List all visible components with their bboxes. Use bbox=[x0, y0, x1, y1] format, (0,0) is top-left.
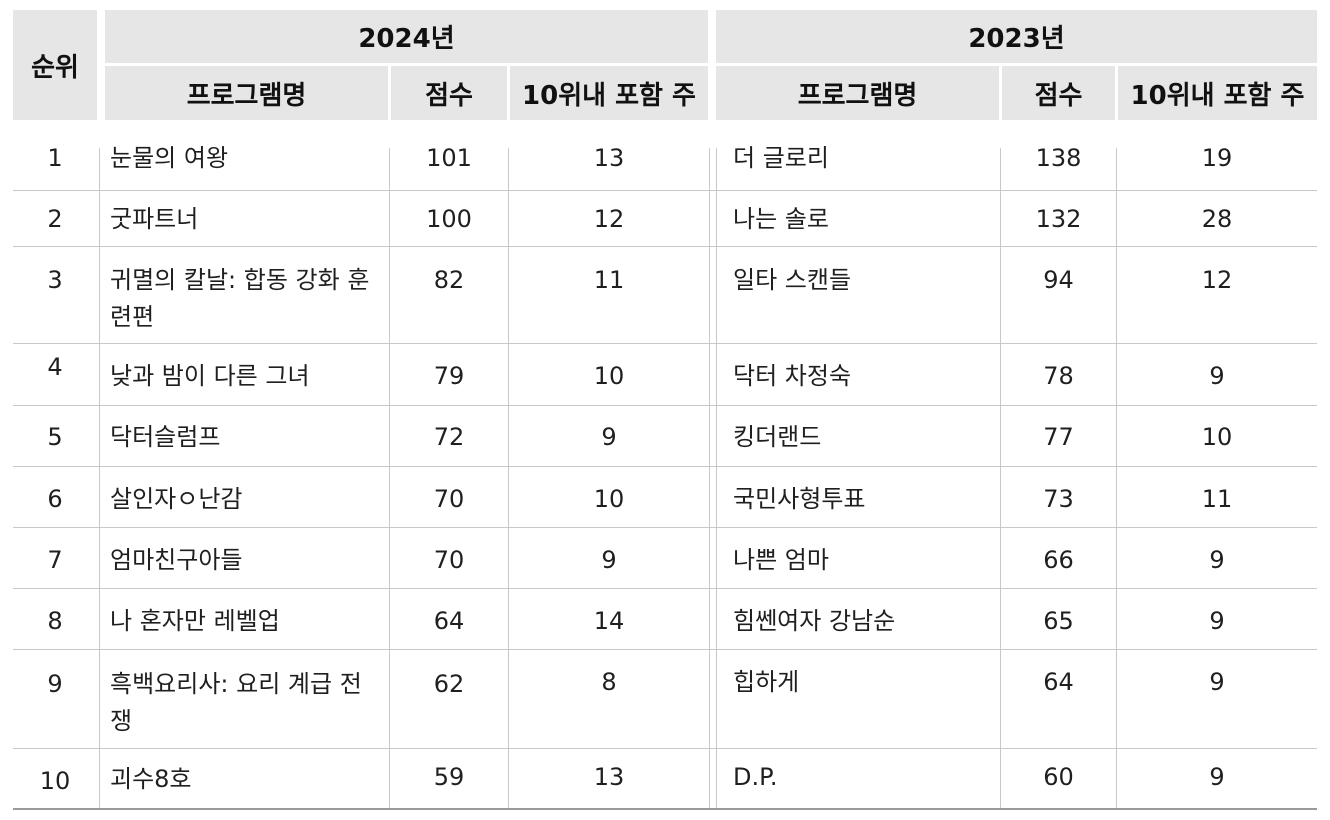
weeks-2023: 11 bbox=[1201, 485, 1233, 513]
program-name-2024: 닥터슬럼프 bbox=[110, 423, 221, 451]
program-name-2023: 닥터 차정숙 bbox=[733, 362, 852, 390]
program-name-2024: 귀멸의 칼날: 합동 강화 훈련편 bbox=[110, 266, 370, 331]
score-2023: 66 bbox=[1043, 546, 1074, 574]
score-2023: 94 bbox=[1043, 266, 1074, 294]
rank-cell: 7 bbox=[47, 546, 63, 574]
program-name-2023: 더 글로리 bbox=[733, 144, 829, 172]
score-2024: 101 bbox=[426, 144, 472, 172]
column-divider bbox=[508, 148, 509, 808]
rank-cell: 6 bbox=[47, 485, 63, 513]
weeks-2024: 13 bbox=[593, 763, 625, 791]
score-2023: 64 bbox=[1043, 668, 1074, 696]
row-divider bbox=[13, 190, 1317, 191]
row-divider bbox=[13, 527, 1317, 528]
row-divider bbox=[13, 246, 1317, 247]
rank-cell: 2 bbox=[47, 205, 63, 233]
header-rank: 순위 bbox=[13, 10, 97, 120]
program-name-2024: 눈물의 여왕 bbox=[110, 144, 229, 172]
program-name-2023: 국민사형투표 bbox=[733, 485, 866, 513]
program-name-2023: 킹더랜드 bbox=[733, 423, 822, 451]
score-2023: 138 bbox=[1035, 144, 1082, 172]
weeks-2023: 28 bbox=[1201, 205, 1233, 233]
header-score-2023: 점수 bbox=[1002, 66, 1115, 120]
score-2023: 65 bbox=[1043, 607, 1074, 635]
program-name-2024: 살인자ㅇ난감 bbox=[110, 485, 243, 513]
weeks-2023: 19 bbox=[1201, 144, 1233, 172]
weeks-2023: 12 bbox=[1201, 266, 1233, 294]
column-divider bbox=[1000, 148, 1001, 808]
program-name-2023: 나는 솔로 bbox=[733, 205, 829, 233]
header-weeks-2024: 10위내 포함 주 bbox=[510, 66, 708, 120]
score-2024: 59 bbox=[433, 763, 465, 791]
table-bottom-border bbox=[13, 808, 1317, 810]
column-divider bbox=[389, 148, 390, 808]
rank-cell: 10 bbox=[39, 767, 71, 795]
weeks-2023: 9 bbox=[1209, 763, 1225, 791]
header-score-2024: 점수 bbox=[391, 66, 507, 120]
column-divider bbox=[99, 148, 100, 808]
weeks-2023: 9 bbox=[1209, 668, 1225, 696]
score-2024: 70 bbox=[433, 546, 465, 574]
row-divider bbox=[13, 649, 1317, 650]
weeks-2023: 9 bbox=[1209, 607, 1225, 635]
rank-cell: 9 bbox=[47, 670, 63, 698]
program-name-2024: 굿파트너 bbox=[110, 205, 199, 233]
rank-cell: 5 bbox=[47, 423, 63, 451]
header-program-name-2023: 프로그램명 bbox=[716, 66, 999, 120]
weeks-2024: 9 bbox=[601, 423, 617, 451]
program-name-2024: 괴수8호 bbox=[110, 765, 192, 793]
program-name-2023: 나쁜 엄마 bbox=[733, 546, 829, 574]
rank-cell: 8 bbox=[47, 607, 63, 635]
weeks-2024: 9 bbox=[601, 546, 617, 574]
weeks-2023: 9 bbox=[1209, 362, 1225, 390]
column-divider bbox=[1116, 148, 1117, 808]
program-name-2024: 나 혼자만 레벨업 bbox=[110, 607, 280, 635]
weeks-2024: 12 bbox=[593, 205, 625, 233]
score-2023: 60 bbox=[1043, 763, 1074, 791]
row-divider bbox=[13, 405, 1317, 406]
score-2023: 132 bbox=[1035, 205, 1082, 233]
program-name-2024: 흑백요리사: 요리 계급 전쟁 bbox=[110, 670, 362, 735]
score-2023: 78 bbox=[1043, 362, 1074, 390]
weeks-2024: 11 bbox=[593, 266, 625, 294]
row-divider bbox=[13, 748, 1317, 749]
rank-cell: 4 bbox=[47, 353, 63, 381]
row-divider bbox=[13, 466, 1317, 467]
column-divider bbox=[709, 148, 710, 808]
row-divider bbox=[13, 343, 1317, 344]
score-2024: 72 bbox=[433, 423, 465, 451]
weeks-2024: 10 bbox=[593, 362, 625, 390]
weeks-2024: 13 bbox=[593, 144, 625, 172]
score-2023: 73 bbox=[1043, 485, 1074, 513]
header-program-name-2024: 프로그램명 bbox=[105, 66, 388, 120]
program-name-2023: 힙하게 bbox=[733, 668, 800, 696]
weeks-2023: 10 bbox=[1201, 423, 1233, 451]
weeks-2023: 9 bbox=[1209, 546, 1225, 574]
row-divider bbox=[13, 588, 1317, 589]
score-2024: 62 bbox=[433, 670, 465, 698]
weeks-2024: 8 bbox=[601, 668, 617, 696]
program-name-2024: 낮과 밤이 다른 그녀 bbox=[110, 362, 310, 390]
rank-cell: 1 bbox=[47, 144, 63, 172]
program-name-2023: 힘쎈여자 강남순 bbox=[733, 607, 896, 635]
column-divider bbox=[716, 148, 717, 808]
score-2023: 77 bbox=[1043, 423, 1074, 451]
program-name-2023: 일타 스캔들 bbox=[733, 266, 852, 294]
header-year-2024: 2024년 bbox=[105, 10, 708, 63]
program-name-2024: 엄마친구아들 bbox=[110, 546, 243, 574]
score-2024: 64 bbox=[433, 607, 465, 635]
weeks-2024: 10 bbox=[593, 485, 625, 513]
header-year-2023: 2023년 bbox=[716, 10, 1317, 63]
program-name-2023: D.P. bbox=[733, 763, 778, 791]
score-2024: 70 bbox=[433, 485, 465, 513]
score-2024: 100 bbox=[426, 205, 472, 233]
header-weeks-2023: 10위내 포함 주 bbox=[1118, 66, 1317, 120]
weeks-2024: 14 bbox=[593, 607, 625, 635]
score-2024: 79 bbox=[433, 362, 465, 390]
rank-cell: 3 bbox=[47, 266, 63, 294]
score-2024: 82 bbox=[433, 266, 465, 294]
